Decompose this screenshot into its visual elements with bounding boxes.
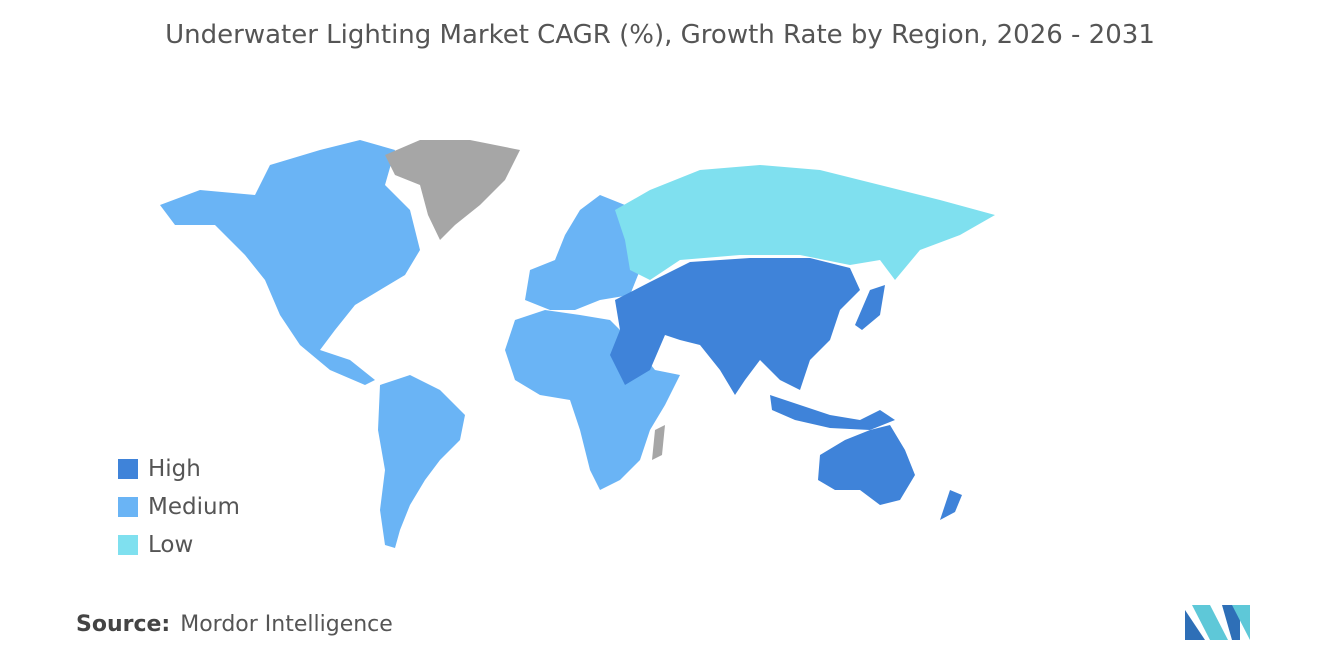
- logo: [1185, 605, 1250, 640]
- legend-item: Medium: [118, 488, 240, 526]
- legend-label: Low: [148, 532, 194, 558]
- madagascar: [652, 425, 665, 460]
- north-america: [160, 140, 420, 385]
- legend-item: High: [118, 450, 240, 488]
- russia: [615, 165, 995, 280]
- new-zealand: [940, 490, 962, 520]
- legend-swatch: [118, 497, 138, 517]
- legend-label: Medium: [148, 494, 240, 520]
- australia: [818, 425, 915, 505]
- legend-swatch: [118, 459, 138, 479]
- title: Underwater Lighting Market CAGR (%), Gro…: [165, 20, 1155, 50]
- greenland: [385, 140, 520, 240]
- japan: [855, 285, 885, 330]
- source-text: Mordor Intelligence: [180, 612, 393, 637]
- legend-swatch: [118, 535, 138, 555]
- asia: [610, 258, 860, 395]
- source-label: Source:: [76, 612, 171, 637]
- southeast-asia: [770, 395, 895, 430]
- europe: [525, 195, 640, 310]
- legend: High Medium Low: [118, 450, 240, 564]
- source: Source: Mordor Intelligence: [76, 612, 393, 637]
- legend-item: Low: [118, 526, 240, 564]
- south-america: [378, 375, 465, 548]
- legend-label: High: [148, 456, 201, 482]
